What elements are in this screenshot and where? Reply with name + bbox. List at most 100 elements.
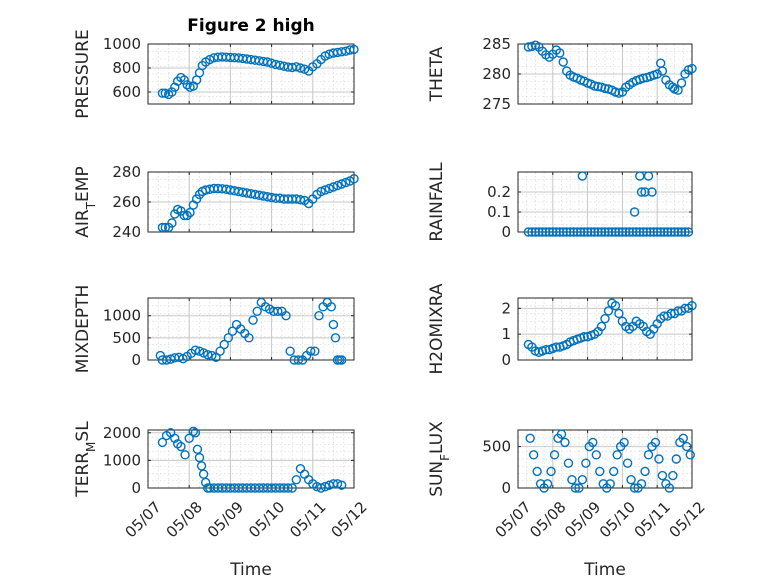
data-point [652, 69, 662, 79]
data-point [562, 227, 572, 237]
data-point [180, 450, 190, 460]
data-point [600, 313, 610, 324]
data-point [655, 227, 666, 237]
data-point [572, 227, 582, 237]
data-point [654, 454, 664, 464]
data-point [266, 58, 277, 68]
data-point [349, 174, 359, 184]
data-point [306, 346, 316, 356]
data-point [160, 222, 171, 233]
y-axis-label: THETA [427, 46, 447, 102]
data-point [223, 333, 234, 343]
data-point [192, 444, 203, 455]
y-tick-label: 280 [482, 65, 511, 83]
y-axis-label: H2OMIXRA [427, 283, 447, 374]
data-point [567, 475, 577, 485]
data-point [525, 433, 535, 443]
data-point [170, 433, 180, 443]
data-point [673, 85, 683, 95]
data-point [182, 80, 192, 90]
data-point [626, 475, 636, 485]
y-tick-label: 1000 [103, 35, 141, 53]
data-point [324, 183, 334, 194]
y-tick-label: 280 [112, 163, 141, 181]
y-tick-label: 2 [501, 299, 511, 317]
data-point [548, 227, 558, 237]
data-point [636, 187, 647, 197]
data-point [341, 177, 351, 188]
y-tick-label: 1 [501, 325, 511, 343]
data-point [310, 346, 320, 356]
data-point [685, 450, 695, 460]
data-point [676, 227, 687, 237]
data-point [332, 180, 343, 191]
data-point [537, 227, 548, 237]
data-point [568, 227, 579, 237]
data-point [227, 326, 238, 336]
y-axis-label-subscript: M [84, 442, 98, 452]
y-tick-label: 0.2 [487, 183, 511, 201]
data-point [328, 182, 339, 192]
y-tick-label: 1000 [103, 451, 141, 469]
data-point [574, 483, 584, 493]
data-point [182, 210, 192, 221]
subplot-h2omixra: 0 1 2 H2OMIXRA [427, 283, 697, 375]
data-point [528, 450, 539, 460]
data-point [157, 88, 168, 98]
data-point [614, 227, 624, 237]
data-point [629, 207, 640, 217]
data-point [330, 333, 341, 343]
y-axis-label-part: SUN [427, 461, 447, 497]
data-point [589, 227, 600, 237]
data-point [551, 342, 561, 352]
y-tick-label: 0 [501, 223, 511, 241]
y-axis-label: RAINFALL [427, 162, 447, 242]
data-point [577, 475, 588, 485]
data-point [534, 227, 544, 237]
data-point [541, 227, 551, 237]
data-point [194, 189, 205, 200]
data-point [650, 437, 661, 448]
data-point [678, 433, 688, 443]
data-point [659, 227, 669, 237]
subplot-air_temp: 240 260 280 AIRTEMP [73, 163, 359, 241]
data-point [619, 437, 629, 448]
data-point [631, 227, 642, 237]
data-point [629, 483, 640, 493]
data-point [624, 227, 635, 237]
data-point [542, 479, 553, 489]
y-axis-label-part: TERR [73, 452, 93, 498]
axes-box-pressure [147, 43, 355, 105]
data-point [244, 333, 254, 343]
y-tick-label: 285 [482, 35, 511, 53]
data-point [291, 475, 302, 485]
data-point [579, 332, 589, 342]
data-point [215, 346, 225, 356]
data-point [316, 186, 326, 197]
y-tick-label: 500 [112, 329, 141, 347]
data-point [336, 179, 347, 189]
data-point [530, 227, 541, 237]
y-axis-label: SUNFLUX [427, 421, 452, 497]
data-point [194, 452, 205, 463]
data-point [316, 483, 326, 493]
data-point [190, 345, 201, 355]
data-point [198, 469, 209, 479]
data-point [638, 227, 648, 237]
data-point [167, 218, 177, 228]
data-point [527, 227, 537, 237]
data-point [262, 57, 273, 67]
data-point [295, 63, 306, 73]
data-point [603, 227, 614, 237]
data-point [558, 227, 568, 237]
data-point [291, 62, 302, 72]
y-tick-label: 240 [112, 223, 141, 241]
y-tick-label: 260 [112, 193, 141, 211]
data-point [591, 450, 601, 460]
data-point [563, 458, 574, 468]
x-axis-label: Time [229, 560, 272, 580]
data-point [664, 483, 675, 493]
data-point [558, 57, 568, 67]
axes-box-mixdepth [147, 297, 355, 361]
